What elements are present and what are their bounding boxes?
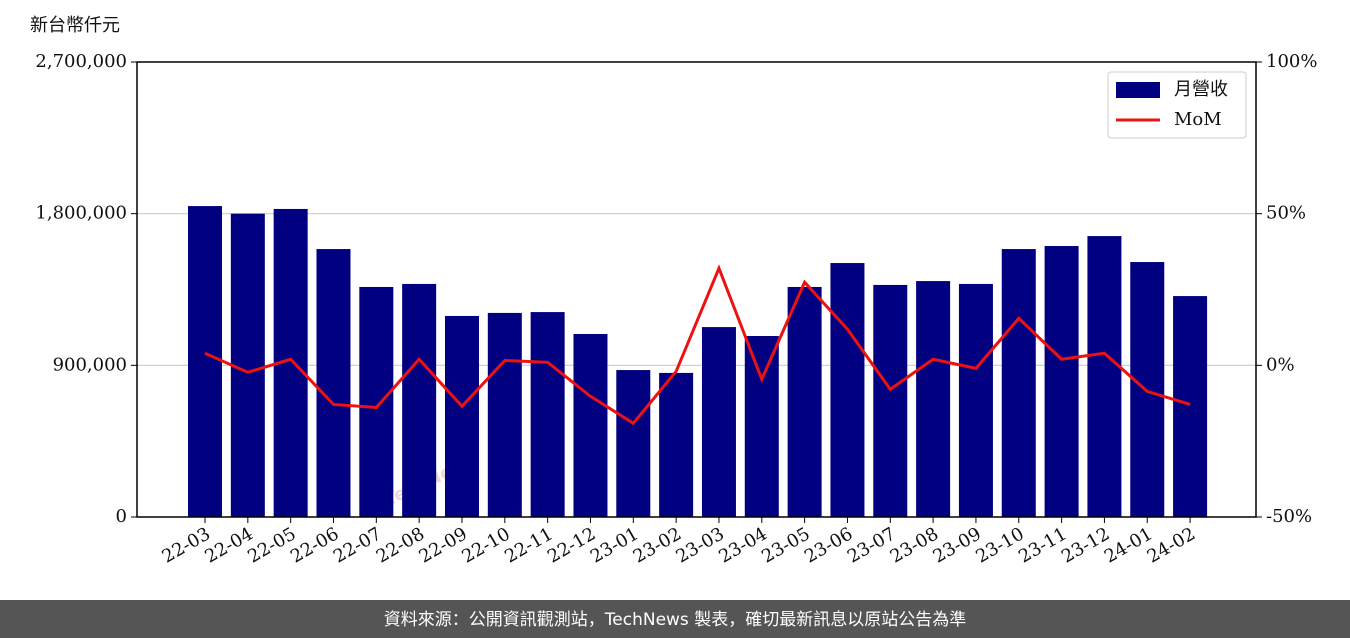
x-tick-label: 22-11 (501, 523, 556, 567)
bar (1044, 246, 1079, 517)
bar (188, 206, 222, 518)
x-tick-label: 23-05 (758, 523, 813, 567)
x-tick-label: 24-02 (1144, 523, 1199, 567)
x-tick-label: 22-09 (416, 523, 471, 567)
x-tick-label: 23-07 (844, 523, 899, 567)
plot-frame (136, 61, 1257, 518)
legend-label: MoM (1174, 109, 1222, 130)
x-tick-label: 23-01 (587, 523, 642, 567)
bar (744, 336, 779, 517)
mom-line (204, 264, 1191, 426)
y2-tick-label: 0% (1266, 354, 1295, 375)
legend-swatch (1116, 82, 1160, 98)
x-tick-label: 23-03 (673, 523, 728, 567)
x-tick-label: 22-04 (201, 523, 256, 567)
y-tick-label: 0 (116, 506, 127, 527)
bar (787, 286, 822, 517)
y2-tick-label: -50% (1266, 506, 1312, 527)
y2-tick-label: 50% (1266, 203, 1306, 224)
x-tick-label: 23-10 (972, 523, 1027, 567)
x-tick-label: 22-07 (330, 523, 385, 567)
bar (1173, 296, 1208, 517)
legend-label: 月營收 (1174, 79, 1228, 100)
x-tick-label: 23-08 (887, 523, 942, 567)
bar (573, 333, 608, 517)
y-tick-label: 2,700,000 (35, 51, 127, 72)
bar (487, 312, 522, 517)
x-tick-label: 22-08 (373, 523, 428, 567)
bar (916, 281, 951, 517)
bar (444, 315, 479, 517)
bar (316, 249, 351, 518)
bar (873, 284, 908, 517)
y-tick-label: 1,800,000 (35, 203, 127, 224)
x-tick-label: 23-12 (1058, 523, 1113, 567)
bar (616, 370, 651, 517)
x-tick-label: 23-09 (930, 523, 985, 567)
x-tick-label: 22-03 (159, 523, 214, 567)
x-tick-label: 22-05 (244, 523, 299, 567)
bar (1087, 236, 1122, 517)
bar (359, 286, 394, 517)
y2-tick-label: 100% (1266, 51, 1317, 72)
unit-label: 新台幣仟元 (30, 15, 120, 36)
bar (402, 283, 437, 517)
x-tick-label: 22-12 (544, 523, 599, 567)
footer-bar (0, 600, 1350, 638)
y-tick-label: 900,000 (53, 354, 127, 375)
x-tick-label: 23-06 (801, 523, 856, 567)
bar (659, 372, 694, 517)
bar (230, 213, 265, 517)
x-tick-label: 23-04 (715, 523, 770, 567)
bar (958, 283, 993, 517)
x-tick-label: 23-02 (630, 523, 685, 567)
bar (830, 263, 865, 517)
x-tick-label: 22-10 (458, 523, 513, 567)
bar (530, 312, 565, 517)
bar (701, 327, 736, 517)
x-tick-label: 24-01 (1101, 523, 1156, 567)
x-tick-label: 22-06 (287, 523, 342, 567)
bar (1001, 249, 1036, 518)
footer: 資料來源：公開資訊觀測站，TechNews 製表，確切最新訊息以原站公告為準 (384, 610, 966, 630)
x-tick-label: 23-11 (1015, 523, 1070, 567)
